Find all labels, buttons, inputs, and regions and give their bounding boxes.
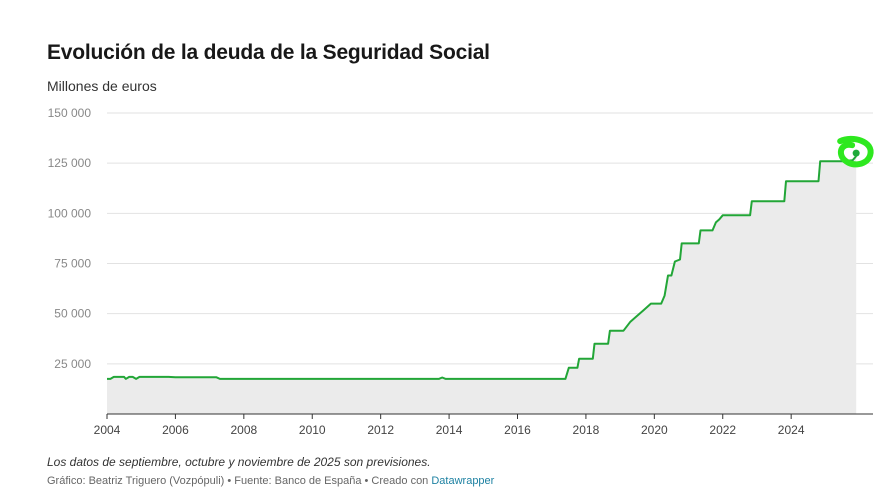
x-tick-label-2014: 2014	[436, 423, 463, 437]
x-tick-label-2010: 2010	[299, 423, 326, 437]
chart-subtitle: Millones de euros	[47, 78, 157, 94]
x-tick-label-2004: 2004	[94, 423, 121, 437]
x-tick-label-2008: 2008	[230, 423, 257, 437]
y-tick-label-25000: 25 000	[54, 357, 91, 371]
y-tick-label-100000: 100 000	[48, 206, 92, 220]
y-tick-label-50000: 50 000	[54, 307, 91, 321]
byline-text: Gráfico: Beatriz Triguero (Vozpópuli) • …	[47, 475, 432, 487]
y-tick-label-150000: 150 000	[48, 106, 92, 120]
x-tick-label-2006: 2006	[162, 423, 189, 437]
last-point-dot	[852, 149, 860, 157]
x-tick-label-2018: 2018	[573, 423, 600, 437]
y-tick-label-75000: 75 000	[54, 257, 91, 271]
highlight-loop	[837, 135, 874, 168]
x-tick-label-2016: 2016	[504, 423, 531, 437]
chart-title: Evolución de la deuda de la Seguridad So…	[47, 41, 490, 64]
x-tick-label-2022: 2022	[709, 423, 736, 437]
x-tick-label-2020: 2020	[641, 423, 668, 437]
series-line	[107, 155, 857, 380]
y-axis: 25 000 50 000 75 000 100 000 125 000 150 000	[48, 106, 92, 371]
x-tick-label-2012: 2012	[367, 423, 394, 437]
x-axis: 2004 2006 2008 2010 2012 2014 2016 2018 2020 2022…	[94, 414, 805, 437]
area-fill	[107, 156, 857, 414]
y-tick-label-125000: 125 000	[48, 156, 92, 170]
highlight-marker	[837, 135, 874, 168]
x-tick-label-2024: 2024	[778, 423, 805, 437]
byline: Gráfico: Beatriz Triguero (Vozpópuli) • …	[47, 475, 494, 487]
footnote: Los datos de septiembre, octubre y novie…	[47, 455, 431, 469]
datawrapper-link[interactable]: Datawrapper	[431, 475, 495, 487]
